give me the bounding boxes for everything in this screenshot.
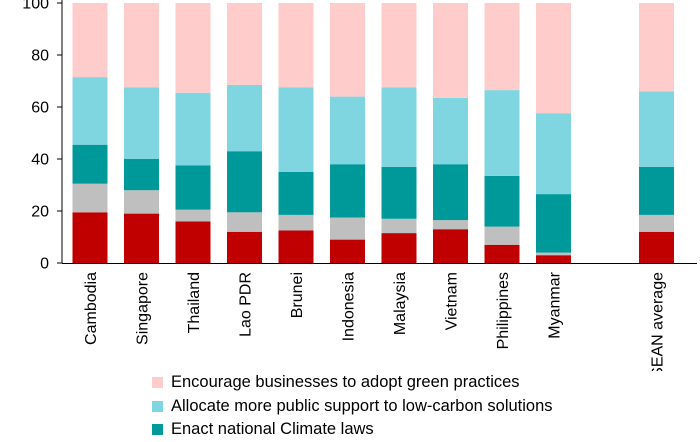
legend-item-green-practices: Encourage businesses to adopt green prac…	[152, 371, 553, 395]
bar-segment-s5-malaysia	[381, 3, 417, 88]
y-tick-label-40: 40	[31, 152, 49, 169]
bar-segment-s1-singapore	[124, 213, 159, 263]
bar-segment-s3-singapore	[124, 159, 159, 191]
bar-segment-s3-indonesia	[330, 164, 365, 218]
bar-segment-s2-indonesia	[330, 217, 365, 240]
bar-segment-s4-singapore	[124, 87, 159, 159]
bar-segment-s3-thailand	[175, 165, 211, 210]
legend-swatch-public-support	[152, 400, 163, 412]
bar-segment-s3-vietnam	[433, 164, 468, 221]
x-tick-label-singapore: Singapore	[135, 272, 152, 345]
bar-segment-s2-lao-pdr	[227, 212, 262, 232]
legend-swatch-green-practices	[152, 377, 163, 389]
bar-segment-s5-indonesia	[330, 3, 365, 97]
bar-segment-s5-philippines	[484, 3, 520, 91]
bar-segment-s1-malaysia	[381, 233, 417, 263]
bar-segment-s5-lao-pdr	[227, 3, 262, 85]
bar-segment-s3-cambodia	[72, 144, 108, 184]
bar-segment-s1-indonesia	[330, 239, 365, 263]
stacked-bar-chart: 0 20 40 60 80 100 Cambodia Singapore Thailand Lao…	[22, 0, 697, 371]
bar-segment-s2-myanmar	[536, 252, 571, 256]
bar-segment-s1-vietnam	[433, 229, 468, 263]
bar-segment-s3-lao-pdr	[227, 151, 262, 213]
bar-segment-s4-myanmar	[536, 113, 571, 195]
legend-item-climate-laws: Enact national Climate laws	[152, 418, 553, 442]
x-tick-label-brunei: Brunei	[289, 272, 306, 318]
bar-segment-s2-singapore	[124, 190, 159, 214]
bar-segment-s2-thailand	[175, 209, 211, 222]
bar-segment-s2-malaysia	[381, 218, 417, 234]
bar-segment-s3-malaysia	[381, 166, 417, 219]
x-tick-label-cambodia: Cambodia	[83, 272, 100, 345]
bar-segment-s3-brunei	[278, 172, 314, 215]
x-tick-label-malaysia: Malaysia	[392, 272, 409, 335]
bar-segment-s1-asean-average	[639, 231, 674, 263]
x-tick-label-myanmar: Myanmar	[547, 271, 564, 338]
bar-segment-s1-myanmar	[536, 255, 571, 263]
x-tick-label-asean-average: ASEAN average	[650, 272, 667, 371]
bar-segment-s4-vietnam	[433, 97, 468, 165]
x-tick-label-thailand: Thailand	[186, 272, 203, 333]
x-tick-label-lao-pdr: Lao PDR	[238, 272, 255, 337]
bar-segment-s1-cambodia	[72, 212, 108, 263]
x-tick-label-philippines: Philippines	[495, 272, 512, 349]
bar-segment-s5-singapore	[124, 3, 159, 88]
bar-segment-s2-asean-average	[639, 214, 674, 232]
x-tick-label-indonesia: Indonesia	[341, 272, 358, 341]
bar-segment-s5-vietnam	[433, 3, 468, 98]
bar-segment-s5-cambodia	[72, 3, 108, 78]
bar-segment-s1-lao-pdr	[227, 231, 262, 263]
bar-segment-s2-cambodia	[72, 183, 108, 213]
legend-item-public-support: Allocate more public support to low-carb…	[152, 395, 553, 419]
bar-segment-s4-brunei	[278, 87, 314, 172]
bar-segment-s3-myanmar	[536, 194, 571, 253]
y-tick-label-100: 100	[22, 0, 49, 13]
bar-segment-s3-philippines	[484, 175, 520, 227]
bar-segment-s5-myanmar	[536, 3, 571, 114]
legend-swatch-climate-laws	[152, 424, 163, 436]
bar-segment-s4-cambodia	[72, 77, 108, 145]
legend-label-green-practices: Encourage businesses to adopt green prac…	[171, 373, 520, 392]
bar-segment-s5-asean-average	[639, 3, 674, 92]
bar-segment-s5-thailand	[175, 3, 211, 93]
bar-segment-s3-asean-average	[639, 166, 674, 215]
bar-segment-s1-brunei	[278, 230, 314, 263]
y-tick-label-20: 20	[31, 204, 49, 221]
labels-layer: 0 20 40 60 80 100 Cambodia Singapore Thailand Lao…	[22, 0, 666, 371]
bar-segment-s2-vietnam	[433, 220, 468, 230]
legend-label-public-support: Allocate more public support to low-carb…	[171, 396, 553, 415]
bar-segment-s5-brunei	[278, 3, 314, 88]
bar-segment-s4-lao-pdr	[227, 84, 262, 152]
bar-segment-s4-asean-average	[639, 91, 674, 167]
bar-segment-s2-brunei	[278, 214, 314, 231]
y-tick-label-60: 60	[31, 100, 49, 117]
y-tick-label-80: 80	[31, 48, 49, 65]
bar-segment-s4-malaysia	[381, 87, 417, 167]
bar-segment-s1-philippines	[484, 244, 520, 263]
bar-segment-s4-thailand	[175, 92, 211, 166]
x-tick-label-vietnam: Vietnam	[444, 272, 461, 330]
bar-segment-s1-thailand	[175, 221, 211, 263]
bars-layer	[72, 3, 674, 263]
legend-label-climate-laws: Enact national Climate laws	[171, 420, 374, 439]
axes-layer	[57, 0, 697, 264]
legend: Encourage businesses to adopt green prac…	[152, 371, 553, 442]
y-tick-label-0: 0	[40, 256, 49, 273]
bar-segment-s4-philippines	[484, 90, 520, 176]
bar-segment-s2-philippines	[484, 226, 520, 245]
bar-segment-s4-indonesia	[330, 96, 365, 165]
